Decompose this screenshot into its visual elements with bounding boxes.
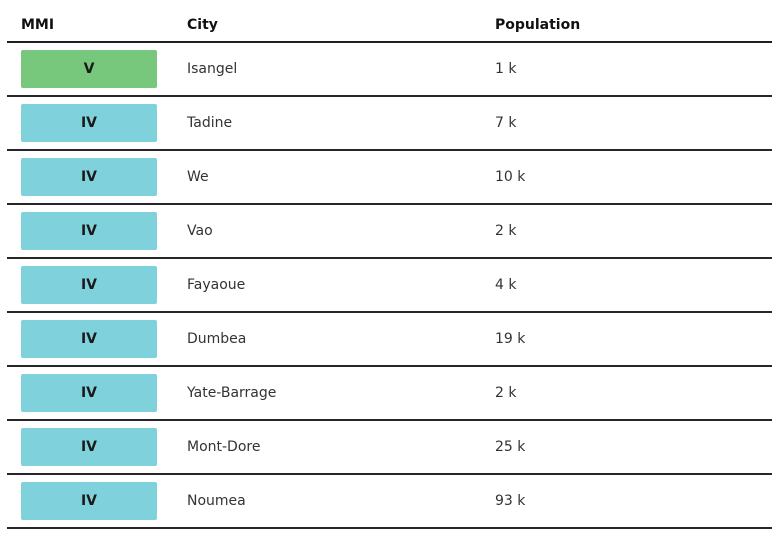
city-cell: Fayaoue — [187, 277, 246, 293]
table-row: IV We 10 k — [7, 151, 772, 205]
table-row: IV Mont-Dore 25 k — [7, 421, 772, 475]
mmi-cell: IV — [7, 482, 187, 520]
city-cell: Isangel — [187, 61, 238, 77]
mmi-cell: IV — [7, 158, 187, 196]
table-row: IV Yate-Barrage 2 k — [7, 367, 772, 421]
column-header-population: Population — [495, 17, 581, 33]
table-row: IV Noumea 93 k — [7, 475, 772, 529]
city-cell: Tadine — [187, 115, 233, 131]
mmi-cell: IV — [7, 212, 187, 250]
mmi-cell: IV — [7, 374, 187, 412]
mmi-cell: V — [7, 50, 187, 88]
mmi-cell: IV — [7, 266, 187, 304]
mmi-badge: V — [21, 50, 157, 88]
table-header-row: MMI City Population — [7, 0, 772, 43]
city-cell: Noumea — [187, 493, 246, 509]
population-cell: 2 k — [495, 223, 517, 239]
table-row: IV Dumbea 19 k — [7, 313, 772, 367]
city-cell: Dumbea — [187, 331, 247, 347]
city-cell: Mont-Dore — [187, 439, 261, 455]
mmi-badge: IV — [21, 482, 157, 520]
mmi-badge: IV — [21, 104, 157, 142]
mmi-badge: IV — [21, 266, 157, 304]
mmi-cell: IV — [7, 320, 187, 358]
column-header-city: City — [187, 17, 218, 33]
mmi-cell: IV — [7, 428, 187, 466]
mmi-badge: IV — [21, 428, 157, 466]
table-row: IV Fayaoue 4 k — [7, 259, 772, 313]
mmi-badge: IV — [21, 158, 157, 196]
population-exposure-table: MMI City Population V Isangel 1 k IV Tad… — [7, 0, 772, 529]
population-cell: 1 k — [495, 61, 517, 77]
table-row: V Isangel 1 k — [7, 43, 772, 97]
population-cell: 4 k — [495, 277, 517, 293]
city-cell: We — [187, 169, 209, 185]
population-cell: 10 k — [495, 169, 526, 185]
city-cell: Vao — [187, 223, 213, 239]
table-row: IV Tadine 7 k — [7, 97, 772, 151]
table-body: V Isangel 1 k IV Tadine 7 k IV We 10 k I… — [7, 43, 772, 529]
table-row: IV Vao 2 k — [7, 205, 772, 259]
population-cell: 7 k — [495, 115, 517, 131]
mmi-badge: IV — [21, 320, 157, 358]
mmi-badge: IV — [21, 374, 157, 412]
population-cell: 19 k — [495, 331, 526, 347]
population-cell: 2 k — [495, 385, 517, 401]
population-cell: 25 k — [495, 439, 526, 455]
column-header-mmi: MMI — [21, 17, 55, 33]
population-cell: 93 k — [495, 493, 526, 509]
mmi-cell: IV — [7, 104, 187, 142]
city-cell: Yate-Barrage — [187, 385, 277, 401]
mmi-badge: IV — [21, 212, 157, 250]
